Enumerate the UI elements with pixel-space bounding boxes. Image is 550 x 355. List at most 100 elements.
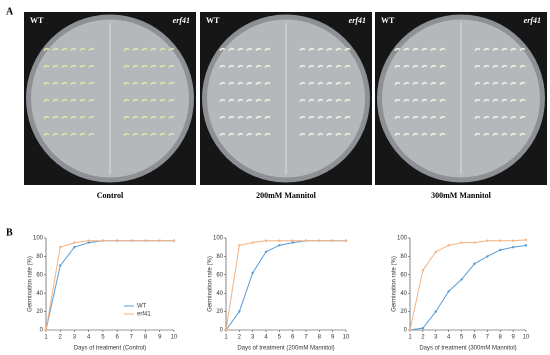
x-tick-label: 4 [264, 335, 268, 341]
y-tick-label: 100 [397, 236, 408, 242]
data-point [224, 328, 228, 332]
seedling [439, 98, 446, 102]
x-tick-label: 9 [511, 335, 515, 341]
x-tick-label: 3 [251, 335, 255, 341]
genotype-label: erf41 [524, 16, 541, 25]
seedling [430, 132, 437, 136]
seedling [510, 98, 517, 102]
seedling [510, 47, 517, 51]
seedling [335, 64, 342, 68]
seedling [439, 81, 446, 85]
seedling [79, 81, 86, 85]
seedling [335, 98, 342, 102]
seedling [141, 64, 148, 68]
data-point [499, 239, 502, 242]
seedling [317, 81, 324, 85]
seedling [88, 115, 95, 119]
seedling [52, 132, 59, 136]
seedling [132, 98, 139, 102]
data-point [421, 269, 425, 272]
seedling [237, 81, 244, 85]
y-tick-label: 100 [213, 236, 224, 242]
photo-caption: Control [97, 191, 124, 200]
seedling [308, 115, 315, 119]
seedling [246, 132, 253, 136]
seedling [308, 132, 315, 136]
seedling [255, 47, 262, 51]
data-point [251, 271, 254, 275]
data-point [87, 239, 90, 242]
seedling [168, 132, 175, 136]
data-point [344, 239, 348, 242]
data-point [73, 241, 76, 244]
seedling [299, 98, 306, 102]
seedling [228, 132, 235, 136]
seedling [519, 81, 526, 85]
data-point [318, 239, 321, 242]
data-point [473, 262, 476, 265]
seedling [403, 47, 410, 51]
data-point [264, 239, 268, 242]
seedling [79, 132, 86, 136]
seedling [123, 115, 130, 119]
seedling [430, 47, 437, 51]
data-point [473, 241, 476, 244]
seedling [255, 115, 262, 119]
panel-label: A [6, 6, 14, 17]
seedling [474, 98, 481, 102]
x-tick-label: 4 [87, 335, 91, 341]
seedling [501, 81, 508, 85]
seedling [430, 98, 437, 102]
seedling [492, 81, 499, 85]
seedling [421, 81, 428, 85]
seedling [43, 47, 50, 51]
y-tick-label: 40 [36, 291, 43, 297]
seedling [61, 64, 68, 68]
seedling [61, 115, 68, 119]
seedling [394, 81, 401, 85]
seedling [335, 132, 342, 136]
seedling [326, 47, 333, 51]
x-tick-label: 9 [331, 335, 335, 341]
seedling [168, 47, 175, 51]
data-point [447, 290, 450, 293]
data-point [434, 310, 437, 313]
seedling [501, 98, 508, 102]
data-point [331, 239, 334, 242]
seedling [123, 81, 130, 85]
seedling [237, 132, 244, 136]
seedling [88, 132, 95, 136]
seedling [344, 132, 351, 136]
seedling [519, 98, 526, 102]
y-tick-label: 20 [400, 309, 407, 315]
x-tick-label: 6 [291, 335, 295, 341]
seedling [52, 98, 59, 102]
seedling [344, 47, 351, 51]
data-point [499, 248, 502, 252]
x-tick-label: 4 [447, 335, 451, 341]
data-point [511, 239, 515, 242]
seedling [412, 81, 419, 85]
seedling [70, 81, 77, 85]
seedling [394, 115, 401, 119]
data-point [144, 239, 147, 242]
seedling [264, 47, 271, 51]
data-point [278, 239, 281, 242]
y-tick-label: 0 [220, 328, 224, 334]
seedling [421, 98, 428, 102]
seedling [132, 115, 139, 119]
seedling [150, 132, 157, 136]
seedling [412, 132, 419, 136]
seedling [255, 98, 262, 102]
data-point [130, 239, 133, 242]
data-point [291, 241, 294, 244]
seedling [168, 98, 175, 102]
seedling [394, 64, 401, 68]
seedling [317, 98, 324, 102]
x-axis-label: Days of treatment (Control) [74, 346, 146, 352]
seedling [79, 47, 86, 51]
seedling [403, 98, 410, 102]
seedling [317, 132, 324, 136]
data-point [115, 239, 119, 242]
x-tick-label: 2 [59, 335, 63, 341]
